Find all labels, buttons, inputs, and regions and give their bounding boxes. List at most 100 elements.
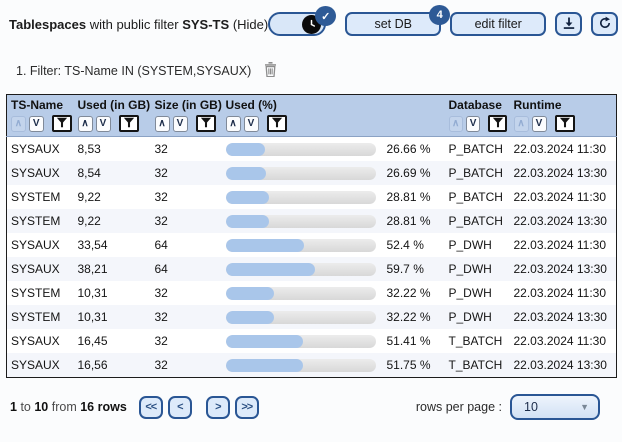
- cell-used-pct: 26.66 %: [222, 137, 445, 162]
- used-pct-label: 32.22 %: [386, 286, 431, 300]
- cell-runtime: 22.03.2024 13:30: [513, 166, 607, 180]
- rows-per-page-select[interactable]: 10 ▼: [510, 394, 600, 420]
- sort-asc-button: ∧: [448, 115, 463, 132]
- cell-used-pct: 51.41 %: [222, 329, 445, 353]
- page-title: Tablespaces with public filter SYS-TS (H…: [9, 17, 268, 32]
- usage-bar: [225, 358, 376, 372]
- edit-filter-button[interactable]: edit filter: [450, 12, 547, 36]
- cell-used-pct: 28.81 %: [222, 185, 445, 209]
- cell-runtime: 22.03.2024 13:30: [513, 214, 607, 228]
- cell-runtime: 22.03.2024 11:30: [513, 238, 607, 252]
- used-pct-label: 26.69 %: [386, 166, 431, 180]
- column-label: TS-Name: [11, 98, 64, 112]
- hide-link[interactable]: (Hide): [232, 16, 269, 32]
- column-filter-button[interactable]: [51, 115, 72, 132]
- prev-page-button[interactable]: <: [167, 395, 192, 419]
- title-main: Tablespaces: [9, 16, 87, 32]
- delete-filter-icon[interactable]: [264, 62, 277, 80]
- sort-desc-button[interactable]: V: [28, 115, 44, 132]
- db-count-badge: 4: [429, 5, 451, 25]
- history-toggle[interactable]: ✓: [268, 6, 337, 36]
- set-db-button[interactable]: set DB 4: [345, 5, 451, 36]
- refresh-icon: [598, 16, 612, 33]
- table-row: SYSTEM 9,22 32 28.81 % P_BATCH 22.03.202…: [6, 209, 617, 233]
- usage-bar: [225, 310, 376, 324]
- usage-bar: [225, 142, 376, 156]
- column-filter-button[interactable]: [118, 115, 139, 132]
- column-filter-button[interactable]: [195, 115, 216, 132]
- cell-used-pct: 59.7 %: [222, 257, 445, 281]
- table-row: SYSAUX 38,21 64 59.7 % P_DWH 22.03.2024 …: [6, 257, 617, 281]
- first-page-button[interactable]: <<: [138, 395, 163, 419]
- usage-bar-fill: [225, 262, 316, 276]
- cell-ts-name: SYSAUX: [11, 358, 60, 372]
- cell-used-gb: 33,54: [77, 238, 108, 252]
- usage-bar-fill: [225, 238, 305, 252]
- used-pct-label: 28.81 %: [386, 214, 431, 228]
- sort-asc-button[interactable]: ∧: [77, 115, 93, 132]
- refresh-button[interactable]: [591, 12, 619, 36]
- cell-database: P_BATCH: [448, 142, 503, 156]
- cell-ts-name: SYSAUX: [11, 166, 60, 180]
- sort-desc-button[interactable]: V: [172, 115, 188, 132]
- footer-right: rows per page : 10 ▼: [416, 394, 600, 420]
- rows-per-page-label: rows per page :: [415, 400, 502, 414]
- usage-bar-fill: [225, 166, 266, 180]
- cell-runtime: 22.03.2024 11:30: [513, 286, 607, 300]
- column-header: Used (in GB) ∧ V: [73, 94, 151, 137]
- cell-used-gb: 16,45: [77, 334, 108, 348]
- cell-ts-name: SYSTEM: [11, 310, 61, 324]
- table-row: SYSAUX 16,56 32 51.75 % T_BATCH 22.03.20…: [6, 353, 617, 378]
- column-label: Used (in GB): [77, 98, 151, 112]
- column-controls: ∧ V: [11, 115, 72, 132]
- cell-size-gb: 64: [154, 262, 168, 276]
- table-header: TS-Name ∧ V Used (in GB) ∧ V Size (in GB…: [6, 94, 617, 137]
- usage-bar: [225, 334, 376, 348]
- sort-desc-button[interactable]: V: [95, 115, 111, 132]
- column-filter-button[interactable]: [488, 115, 508, 132]
- toggle-check-badge: ✓: [315, 6, 337, 26]
- sort-desc-button[interactable]: V: [465, 115, 481, 132]
- chevron-down-icon: ▼: [580, 402, 589, 412]
- sort-desc-button[interactable]: V: [531, 115, 547, 132]
- last-page-button[interactable]: >>: [234, 395, 259, 419]
- usage-bar: [225, 190, 376, 204]
- sort-asc-button[interactable]: ∧: [154, 115, 170, 132]
- cell-size-gb: 32: [154, 358, 168, 372]
- column-filter-button[interactable]: [554, 115, 575, 132]
- table-row: SYSAUX 33,54 64 52.4 % P_DWH 22.03.2024 …: [6, 233, 617, 257]
- cell-ts-name: SYSTEM: [11, 190, 61, 204]
- title-subtitle: with public filter: [89, 16, 179, 32]
- cell-database: T_BATCH: [448, 358, 503, 372]
- usage-bar-fill: [225, 358, 304, 372]
- edit-filter-label: edit filter: [474, 17, 522, 31]
- cell-used-gb: 10,31: [77, 310, 108, 324]
- cell-runtime: 22.03.2024 11:30: [513, 190, 607, 204]
- cell-runtime: 22.03.2024 11:30: [513, 334, 607, 348]
- column-filter-button[interactable]: [266, 115, 287, 132]
- sort-asc-button[interactable]: ∧: [225, 115, 241, 132]
- funnel-icon: [271, 117, 283, 131]
- table-row: SYSAUX 16,45 32 51.41 % T_BATCH 22.03.20…: [6, 329, 617, 353]
- usage-bar-fill: [225, 310, 274, 324]
- cell-used-gb: 38,21: [77, 262, 108, 276]
- column-controls: ∧ V: [225, 115, 443, 132]
- used-pct-label: 51.75 %: [386, 358, 431, 372]
- range-start: 1: [10, 400, 17, 414]
- cell-size-gb: 32: [154, 214, 168, 228]
- download-button[interactable]: [555, 12, 583, 36]
- usage-bar-fill: [225, 334, 303, 348]
- cell-database: P_BATCH: [448, 166, 503, 180]
- cell-used-gb: 8,54: [77, 166, 101, 180]
- column-label: Runtime: [513, 98, 562, 112]
- cell-runtime: 22.03.2024 11:30: [513, 142, 607, 156]
- cell-used-pct: 28.81 %: [222, 209, 445, 233]
- used-pct-label: 59.7 %: [386, 262, 424, 276]
- column-header: Runtime ∧ V: [509, 94, 617, 137]
- table-footer: 1 to 10 from 16 rows << < > >> rows per …: [10, 394, 614, 420]
- sort-desc-button[interactable]: V: [243, 115, 259, 132]
- range-end: 10: [34, 400, 49, 414]
- cell-ts-name: SYSTEM: [11, 286, 61, 300]
- next-page-button[interactable]: >: [205, 395, 230, 419]
- usage-bar-fill: [225, 142, 266, 156]
